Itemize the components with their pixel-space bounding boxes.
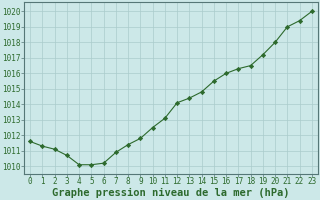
X-axis label: Graphe pression niveau de la mer (hPa): Graphe pression niveau de la mer (hPa) (52, 188, 290, 198)
